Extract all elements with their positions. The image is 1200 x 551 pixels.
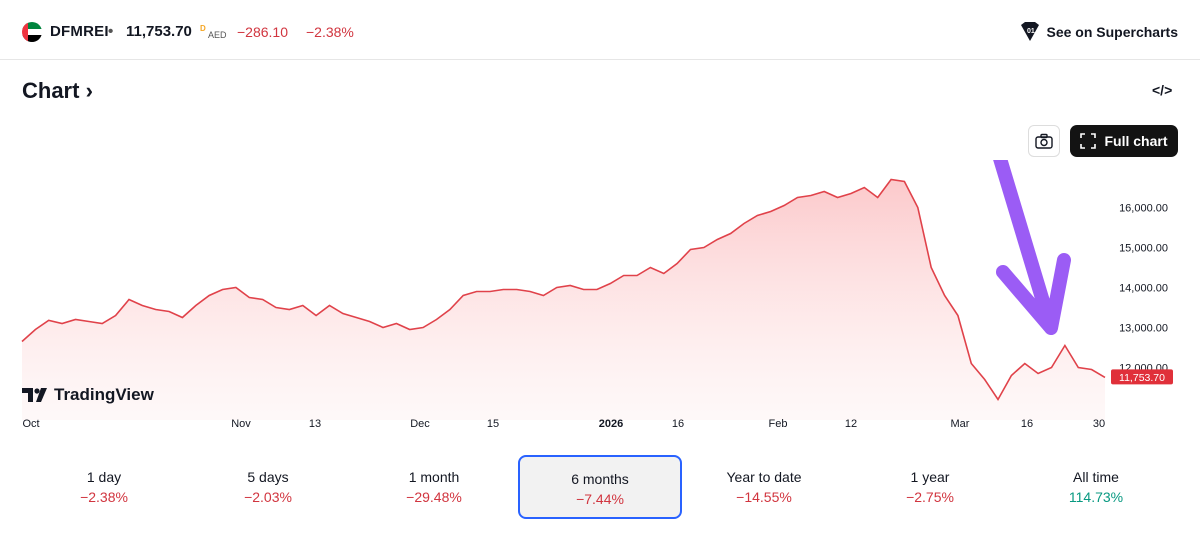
range-change: −2.75% bbox=[906, 489, 954, 505]
x-tick-label: Nov bbox=[231, 418, 251, 430]
range-change: −2.03% bbox=[244, 489, 292, 505]
x-tick-label: 2026 bbox=[599, 418, 623, 430]
x-tick-label: 13 bbox=[309, 418, 321, 430]
range-label: 1 year bbox=[910, 469, 950, 485]
range-label: All time bbox=[1073, 469, 1119, 485]
price-series-line bbox=[21, 178, 1106, 402]
tradingview-label: TradingView bbox=[54, 385, 154, 404]
range-option-year-to-date[interactable]: Year to date −14.55% bbox=[682, 455, 846, 519]
last-price-badge-label: 11,753.70 bbox=[1119, 372, 1165, 384]
full-chart-button[interactable]: Full chart bbox=[1070, 125, 1178, 157]
separator-dot: • bbox=[108, 23, 114, 40]
range-option-1-year[interactable]: 1 year −2.75% bbox=[848, 455, 1012, 519]
range-change: −29.48% bbox=[406, 489, 462, 505]
fullscreen-icon bbox=[1080, 133, 1097, 149]
x-tick-label: Feb bbox=[769, 418, 788, 430]
camera-icon bbox=[1035, 133, 1053, 149]
x-axis: Oct Nov 13 Dec 15 2026 16 Feb 12 Mar 16 30 bbox=[22, 418, 1105, 430]
y-tick-label: 15,000.00 bbox=[1119, 243, 1168, 255]
x-tick-label: 30 bbox=[1093, 418, 1105, 430]
range-change: −7.44% bbox=[576, 491, 624, 507]
symbol-header: DFMREI • 11,753.70 D AED −286.10 −2.38% … bbox=[0, 0, 1200, 60]
range-option-all-time[interactable]: All time 114.73% bbox=[1014, 455, 1178, 519]
range-option-5-days[interactable]: 5 days −2.03% bbox=[186, 455, 350, 519]
chart-section-title[interactable]: Chart › bbox=[22, 78, 93, 104]
range-option-1-day[interactable]: 1 day −2.38% bbox=[22, 455, 186, 519]
range-label: 6 months bbox=[571, 471, 629, 487]
tradingview-logo-icon bbox=[22, 388, 47, 402]
y-tick-label: 16,000.00 bbox=[1119, 203, 1168, 215]
y-tick-label: 14,000.00 bbox=[1119, 283, 1168, 295]
svg-text:01: 01 bbox=[1027, 28, 1035, 35]
price-change: −286.10 bbox=[237, 24, 288, 40]
currency-label: AED bbox=[208, 30, 227, 40]
time-range-selector: 1 day −2.38% 5 days −2.03% 1 month −29.48% 6 m… bbox=[22, 455, 1178, 519]
y-tick-label: 13,000.00 bbox=[1119, 323, 1168, 335]
range-change: 114.73% bbox=[1068, 489, 1124, 505]
x-tick-label: Oct bbox=[22, 418, 39, 430]
x-tick-label: Dec bbox=[410, 418, 430, 430]
symbol-name[interactable]: DFMREI bbox=[50, 23, 109, 40]
full-chart-label: Full chart bbox=[1104, 133, 1168, 149]
annotation-arrow bbox=[993, 160, 1071, 335]
x-tick-label: 12 bbox=[845, 418, 857, 430]
x-tick-label: 16 bbox=[1021, 418, 1033, 430]
tradingview-brand[interactable]: TradingView bbox=[22, 385, 154, 405]
range-label: 1 month bbox=[408, 469, 460, 485]
range-change: −2.38% bbox=[80, 489, 128, 505]
range-option-6-months[interactable]: 6 months −7.44% bbox=[518, 455, 682, 519]
camera-snapshot-button[interactable] bbox=[1028, 125, 1060, 157]
price-area-chart[interactable]: 16,000.0015,000.0014,000.0013,000.0012,0… bbox=[0, 160, 1200, 440]
supercharts-label: See on Supercharts bbox=[1046, 24, 1179, 40]
price-change-percent: −2.38% bbox=[306, 24, 354, 40]
chart-title-text: Chart bbox=[22, 78, 80, 103]
supercharts-logo-icon: 01 bbox=[1020, 22, 1039, 41]
range-label: Year to date bbox=[726, 469, 802, 485]
embed-code-icon[interactable]: </> bbox=[1152, 82, 1173, 98]
delayed-flag: D bbox=[200, 24, 206, 33]
x-tick-label: Mar bbox=[951, 418, 970, 430]
x-tick-label: 15 bbox=[487, 418, 499, 430]
see-on-supercharts-link[interactable]: 01 See on Supercharts bbox=[1019, 22, 1179, 42]
x-tick-label: 16 bbox=[672, 418, 684, 430]
y-axis: 16,000.0015,000.0014,000.0013,000.0012,0… bbox=[1111, 203, 1173, 385]
annotation-arrow-stroke bbox=[993, 160, 1071, 335]
area-layer bbox=[21, 178, 1106, 420]
chevron-right-icon: › bbox=[85, 78, 93, 103]
last-price-badge bbox=[1111, 369, 1173, 385]
uae-flag-icon bbox=[22, 22, 42, 42]
range-change: −14.55% bbox=[736, 489, 792, 505]
range-option-1-month[interactable]: 1 month −29.48% bbox=[352, 455, 516, 519]
range-label: 5 days bbox=[247, 469, 289, 485]
price-area-fill bbox=[22, 179, 1105, 420]
range-label: 1 day bbox=[86, 469, 122, 485]
last-price: 11,753.70 bbox=[126, 23, 192, 40]
